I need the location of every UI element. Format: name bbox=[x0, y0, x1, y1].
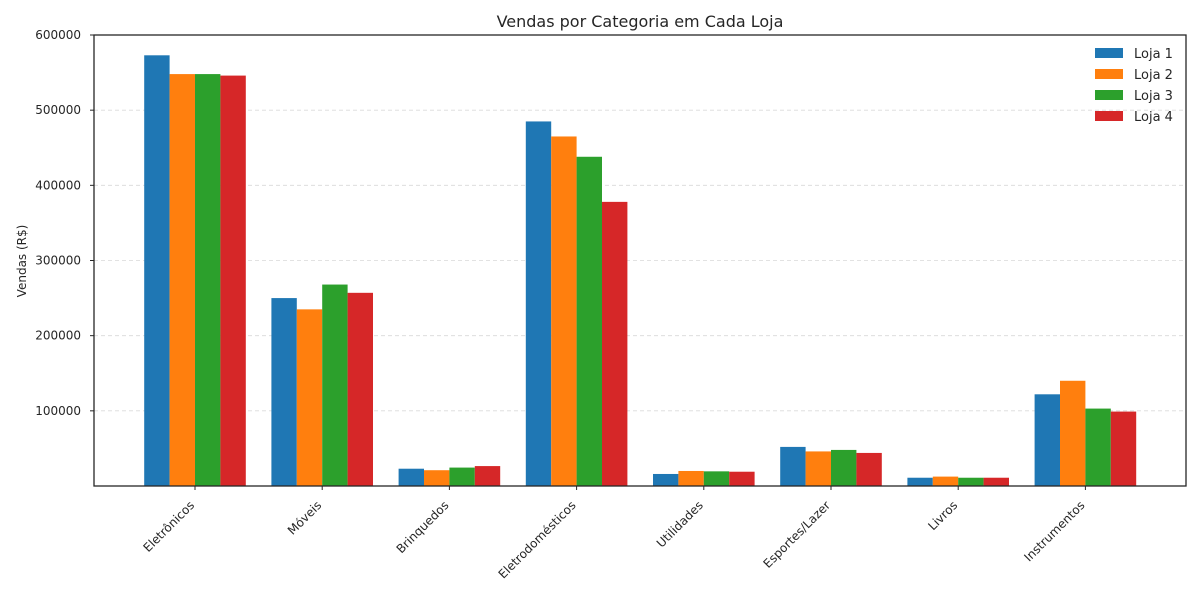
bar bbox=[271, 298, 297, 486]
bar bbox=[983, 477, 1009, 486]
bar bbox=[449, 467, 475, 486]
x-tick-label: Esportes/Lazer bbox=[760, 498, 833, 571]
bar bbox=[144, 55, 170, 487]
bar bbox=[958, 477, 984, 486]
bar bbox=[398, 468, 424, 486]
legend-label: Loja 3 bbox=[1134, 89, 1173, 104]
bar bbox=[856, 452, 882, 486]
bar bbox=[678, 470, 704, 486]
bar bbox=[525, 121, 552, 486]
y-tick-label: 600000 bbox=[35, 28, 81, 42]
bar bbox=[932, 476, 959, 486]
bar bbox=[653, 473, 679, 486]
bar bbox=[729, 471, 755, 486]
y-tick-label: 300000 bbox=[35, 254, 81, 268]
legend-swatch bbox=[1095, 90, 1123, 100]
bar bbox=[474, 466, 501, 486]
x-tick-label: Utilidades bbox=[654, 498, 706, 550]
bar bbox=[805, 451, 831, 486]
y-tick-label: 400000 bbox=[35, 178, 81, 192]
bar bbox=[602, 201, 628, 486]
bar bbox=[1060, 380, 1086, 486]
bar bbox=[703, 471, 730, 486]
legend-label: Loja 2 bbox=[1134, 68, 1173, 83]
bar bbox=[424, 470, 450, 486]
x-tick-label: Brinquedos bbox=[394, 498, 452, 556]
grid-lines bbox=[94, 109, 1186, 412]
legend-label: Loja 1 bbox=[1134, 47, 1173, 62]
x-ticks: Eletrônicos Móveis Brinquedos Eletrodomésti… bbox=[140, 486, 1088, 581]
legend: Loja 1 Loja 2 Loja 3 Loja 4 bbox=[1095, 47, 1173, 125]
bar bbox=[322, 284, 348, 486]
y-tick-label: 200000 bbox=[35, 329, 81, 343]
bar bbox=[169, 74, 195, 486]
bar bbox=[296, 309, 323, 486]
y-ticks: 100000 200000 300000 400000 500000 600000 bbox=[35, 28, 94, 418]
bars bbox=[144, 55, 1137, 487]
x-tick-label: Móveis bbox=[285, 498, 324, 537]
bar bbox=[1085, 408, 1111, 486]
bar bbox=[780, 446, 806, 486]
legend-swatch bbox=[1095, 48, 1123, 58]
y-tick-label: 500000 bbox=[35, 103, 81, 117]
legend-label: Loja 4 bbox=[1134, 110, 1173, 125]
bar bbox=[347, 292, 373, 486]
bar bbox=[576, 156, 602, 486]
bar bbox=[1034, 394, 1060, 486]
bar bbox=[195, 74, 221, 486]
legend-swatch bbox=[1095, 111, 1123, 121]
bar bbox=[831, 449, 857, 486]
bar bbox=[907, 477, 933, 486]
x-tick-label: Eletrodomésticos bbox=[496, 498, 579, 581]
legend-swatch bbox=[1095, 69, 1123, 79]
bar bbox=[1110, 411, 1137, 486]
bar bbox=[551, 136, 577, 486]
x-tick-label: Livros bbox=[925, 498, 960, 533]
x-tick-label: Eletrônicos bbox=[140, 498, 197, 555]
y-tick-label: 100000 bbox=[35, 404, 81, 418]
chart-title: Vendas por Categoria em Cada Loja bbox=[497, 12, 784, 31]
x-tick-label: Instrumentos bbox=[1021, 498, 1087, 564]
bar bbox=[220, 75, 246, 486]
y-axis-label: Vendas (R$) bbox=[15, 225, 29, 298]
